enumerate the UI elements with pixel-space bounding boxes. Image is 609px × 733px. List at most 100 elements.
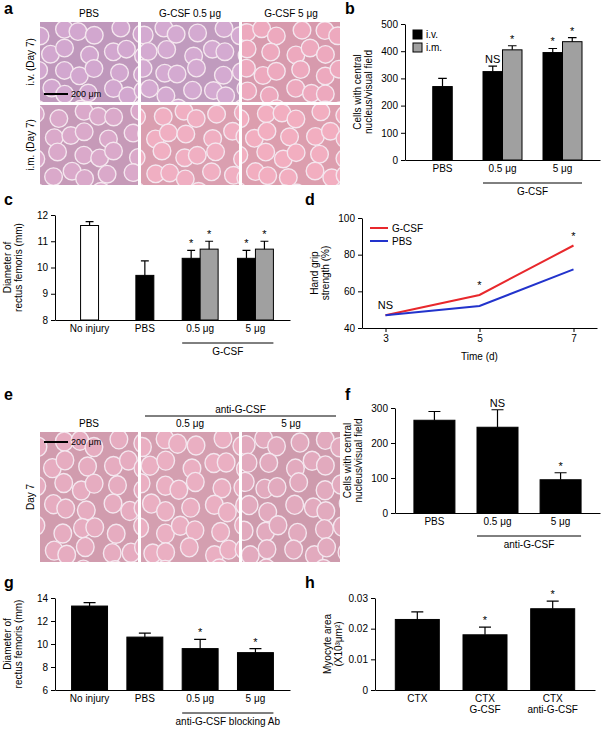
tick: CTX — [407, 693, 427, 704]
tick-mark — [401, 78, 405, 79]
muscle-fiber — [234, 100, 239, 102]
muscle-fiber — [242, 146, 248, 164]
tick-mark — [371, 629, 375, 630]
muscle-fiber — [285, 540, 303, 559]
axis-title: Cells with centralnucleus/visual field — [342, 419, 364, 503]
muscle-fiber — [184, 81, 202, 99]
image-panel: aPBSG-CSF 0.5 μgG-CSF 5 μgi.v. (Day 7)i.… — [4, 0, 360, 208]
tick: CTXG-CSF — [469, 693, 500, 715]
panel-label: f — [345, 386, 351, 403]
tick: 0 — [392, 155, 405, 166]
y-axis: 0100200300 — [371, 403, 395, 519]
tick-mark — [358, 218, 362, 219]
group-bracket — [182, 713, 273, 714]
muscle-fiber — [338, 543, 340, 562]
tick-label-line: G-CSF — [469, 704, 500, 715]
muscle-fiber — [138, 125, 139, 143]
group-label: anti-G-CSF — [215, 404, 266, 415]
muscle-fiber — [169, 99, 187, 102]
muscle-fiber — [134, 499, 138, 518]
tick-label: 9 — [42, 288, 48, 299]
tick-label: PBS — [135, 693, 155, 704]
axis-title-line: rectus femoris (mm) — [13, 223, 24, 312]
scale-bar-label: 200 μm — [71, 89, 101, 99]
tick: 200 — [381, 100, 405, 111]
legend-label: i.v. — [426, 29, 438, 40]
axis-title-line: Cells with central — [352, 54, 363, 130]
micrograph-background — [40, 432, 138, 562]
axis-line — [376, 690, 596, 691]
y-axis: 0100200300400500 — [381, 19, 405, 166]
muscle-fiber — [293, 22, 311, 39]
muscle-fiber — [92, 182, 110, 185]
error-bar — [547, 601, 559, 609]
significance-label: * — [570, 25, 575, 37]
tick: CTXanti-G-CSF — [527, 693, 578, 715]
muscle-fiber — [316, 101, 334, 102]
bar — [414, 420, 455, 513]
tick-label: 0.5 μg — [186, 323, 214, 334]
muscle-fiber — [331, 438, 340, 457]
muscle-fiber — [141, 108, 145, 126]
muscle-fiber — [235, 516, 239, 535]
muscle-fiber — [231, 27, 239, 45]
tick: PBS — [424, 516, 444, 527]
muscle-fiber — [85, 26, 103, 44]
tick: 0.03 — [349, 593, 375, 604]
error-bar — [86, 222, 94, 226]
panel-label: b — [345, 0, 355, 17]
bar — [255, 249, 273, 320]
panel-label: h — [305, 574, 315, 591]
muscle-fiber — [134, 99, 138, 102]
chart: d406080100Hand gripstrength (%)357Time (… — [305, 191, 598, 362]
error-bar — [492, 410, 504, 428]
muscle-fiber — [257, 559, 275, 562]
tick-label: 0.02 — [349, 623, 369, 634]
significance-label: * — [253, 636, 258, 648]
error-bar — [548, 48, 557, 52]
error-bar — [194, 639, 206, 648]
significance-label: * — [207, 228, 212, 240]
bar — [127, 637, 163, 690]
tick-label: 0 — [382, 508, 388, 519]
muscle-fiber — [134, 82, 138, 100]
error-bar — [428, 412, 440, 421]
tick: 80 — [344, 249, 362, 260]
tick-mark — [480, 328, 481, 332]
muscle-fiber — [287, 80, 305, 98]
significance-label: * — [198, 626, 203, 638]
error-bar — [508, 46, 517, 50]
muscle-fiber — [281, 128, 299, 146]
muscle-fiber — [58, 545, 76, 562]
tick-label: 40 — [344, 323, 356, 334]
group-label: anti-G-CSF blocking Ab — [176, 716, 281, 727]
plot-area — [72, 603, 274, 690]
muscle-fiber — [40, 150, 45, 168]
muscle-fiber — [56, 39, 74, 57]
muscle-fiber — [57, 499, 75, 518]
y-axis: 68101214 — [37, 593, 56, 696]
tick-label: 12 — [37, 210, 49, 221]
axis-title: Diameter ofrectus femoris (mm) — [2, 223, 24, 312]
muscle-fiber — [40, 105, 44, 123]
muscle-fiber — [258, 540, 276, 559]
muscle-fiber — [154, 108, 172, 126]
muscle-fiber — [168, 65, 186, 83]
micrograph — [40, 105, 138, 185]
muscle-fiber — [141, 518, 149, 537]
tick: 5 μg — [551, 516, 571, 527]
tick-label: 500 — [381, 19, 398, 30]
axis-title-line: Diameter of — [2, 618, 13, 670]
row-label: Day 7 — [25, 484, 36, 511]
tick-mark — [401, 133, 405, 134]
tick-label: 0.03 — [349, 593, 369, 604]
muscle-fiber — [317, 46, 335, 64]
muscle-fiber — [336, 166, 340, 184]
tick: 0.5 μg — [488, 163, 516, 174]
tick-mark — [401, 106, 405, 107]
muscle-fiber — [215, 66, 233, 84]
tick-label: 100 — [371, 473, 388, 484]
tick: 5 μg — [246, 693, 266, 704]
muscle-fiber — [311, 145, 329, 163]
error-bar — [139, 633, 151, 637]
